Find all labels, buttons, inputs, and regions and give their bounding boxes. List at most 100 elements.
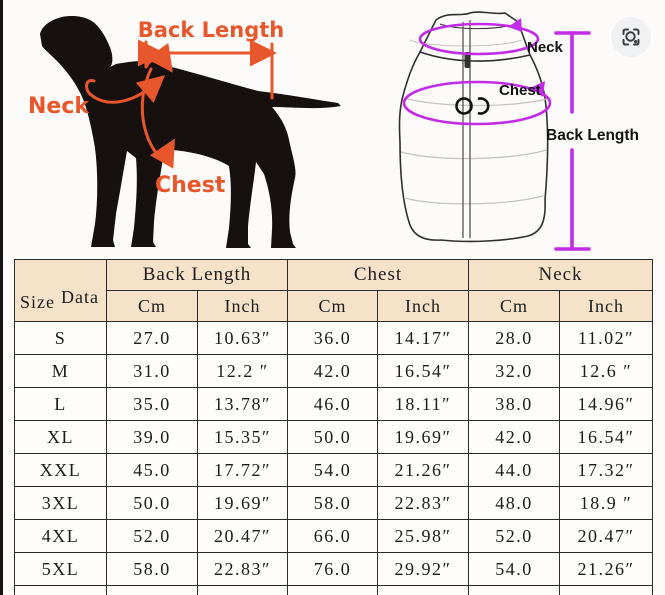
size-cell: S: [14, 321, 107, 355]
back-length-dimension: [138, 39, 277, 100]
value-cell: 52.0: [468, 519, 561, 553]
value-cell: 17.32″: [559, 453, 654, 487]
value-cell: 25.98″: [377, 519, 470, 553]
neck-arrowhead: [508, 18, 522, 32]
lens-search-button[interactable]: [611, 17, 651, 57]
value-cell: 12.6 ″: [559, 354, 654, 388]
value-cell: 20.47″: [196, 519, 289, 553]
size-table: Data Size Back Length Chest Neck Cm Inch…: [14, 259, 654, 595]
value-cell: 18.9 ″: [559, 486, 654, 520]
size-cell: XL: [14, 420, 107, 454]
table-row: XL 39.0 15.35″ 50.0 19.69″ 42.0 16.54″: [14, 420, 654, 454]
value-cell: 14.17″: [377, 321, 470, 355]
table-row: M 31.0 12.2 ″ 42.0 16.54″ 32.0 12.6 ″: [14, 354, 654, 388]
value-cell: 12.2 ″: [196, 354, 289, 388]
value-cell: 54.0: [287, 453, 379, 487]
value-cell: 19.69″: [377, 420, 470, 454]
value-cell: 16.54″: [377, 354, 470, 388]
value-cell: 28.0: [468, 321, 561, 355]
value-cell: 20.47″: [559, 519, 654, 553]
table-row: 5XL 58.0 22.83″ 76.0 29.92″ 54.0 21.26″: [14, 552, 654, 586]
table-header-units: Cm Inch Cm Inch Cm Inch: [15, 290, 654, 322]
table-row: L 35.0 13.78″ 46.0 18.11″ 38.0 14.96″: [14, 387, 654, 421]
value-cell: 19.69″: [196, 486, 289, 520]
vest-neck-ellipse: [418, 22, 540, 56]
value-cell: 13.78″: [196, 387, 289, 421]
vest-chest-ellipse: [402, 80, 552, 126]
vest-quilt-seams: [400, 39, 552, 205]
value-cell: 21.26″: [377, 453, 470, 487]
dog-neck-label: Neck: [28, 94, 90, 119]
dog-chest-label: Chest: [155, 173, 226, 198]
value-cell: 39.0: [106, 420, 198, 454]
back-length-line: [554, 31, 591, 251]
value-cell: 36.0: [287, 321, 379, 355]
dog-silhouette: [40, 16, 341, 248]
value-cell: 17.72″: [196, 453, 289, 487]
value-cell: 16.54″: [559, 420, 654, 454]
vest-measurement-diagram: Neck Chest Back Length: [398, 11, 639, 251]
size-cell: M: [14, 354, 107, 388]
table-row: XXL 45.0 17.72″ 54.0 21.26″ 44.0 17.32″: [14, 453, 654, 487]
value-cell: 27.0: [106, 321, 198, 355]
value-cell: 50.0: [287, 420, 379, 454]
value-cell: 50.0: [106, 486, 198, 520]
value-cell: 44.0: [468, 453, 561, 487]
value-cell: 66.0: [287, 519, 379, 553]
value-cell: 15.35″: [196, 420, 289, 454]
value-cell: 48.0: [468, 486, 561, 520]
table-row: 3XL 50.0 19.69″ 58.0 22.83″ 48.0 18.9 ″: [14, 486, 654, 520]
size-cell: XXL: [14, 453, 107, 487]
value-cell: 35.0: [106, 387, 198, 421]
unit-header: Cm: [468, 290, 561, 322]
value-cell: 14.96″: [559, 387, 654, 421]
value-cell: 32.0: [468, 354, 561, 388]
partial-row: [14, 585, 654, 595]
value-cell: 52.0: [106, 519, 198, 553]
vest-d-ring: [455, 97, 490, 115]
corner-data-label: Data: [61, 287, 99, 307]
size-cell: 3XL: [14, 486, 107, 520]
vest-neck-label: Neck: [527, 39, 564, 56]
value-cell: 58.0: [287, 486, 379, 520]
size-cell: 5XL: [14, 552, 107, 586]
group-header-chest: Chest: [287, 259, 470, 291]
chest-arrowhead: [530, 81, 545, 97]
corner-size-label: Size: [20, 292, 55, 312]
value-cell: 58.0: [106, 552, 198, 586]
unit-header: Cm: [287, 290, 379, 322]
left-edge-strip: [0, 0, 3, 595]
dog-measurement-diagram: Back Length Neck Chest: [28, 16, 341, 248]
group-header-back-length: Back Length: [105, 259, 289, 291]
unit-header: Inch: [196, 290, 289, 322]
table-row: S 27.0 10.63″ 36.0 14.17″ 28.0 11.02″: [14, 321, 654, 355]
value-cell: 31.0: [106, 354, 198, 388]
value-cell: 22.83″: [196, 552, 289, 586]
lens-icon: [622, 28, 640, 46]
vest-chest-label: Chest: [499, 82, 541, 99]
value-cell: 46.0: [287, 387, 379, 421]
value-cell: 54.0: [468, 552, 561, 586]
value-cell: 45.0: [106, 453, 198, 487]
value-cell: 76.0: [287, 552, 379, 586]
dog-back-length-label: Back Length: [138, 18, 285, 42]
size-cell: 4XL: [14, 519, 107, 553]
value-cell: 18.11″: [377, 387, 470, 421]
unit-header: Inch: [377, 290, 470, 322]
value-cell: 10.63″: [196, 321, 289, 355]
vest-back-length-label: Back Length: [546, 127, 639, 144]
table-header-groups: Data Size Back Length Chest Neck: [14, 259, 654, 322]
value-cell: 21.26″: [559, 552, 654, 586]
value-cell: 29.92″: [377, 552, 470, 586]
table-row: 4XL 52.0 20.47″ 66.0 25.98″ 52.0 20.47″: [14, 519, 654, 553]
value-cell: 38.0: [468, 387, 561, 421]
unit-header: Inch: [559, 290, 654, 322]
value-cell: 42.0: [468, 420, 561, 454]
vest-zipper: [462, 20, 471, 238]
unit-header: Cm: [106, 290, 198, 322]
group-header-neck: Neck: [468, 259, 654, 291]
value-cell: 42.0: [287, 354, 379, 388]
size-cell: L: [14, 387, 107, 421]
corner-cell-size-data: Data Size: [14, 259, 107, 322]
